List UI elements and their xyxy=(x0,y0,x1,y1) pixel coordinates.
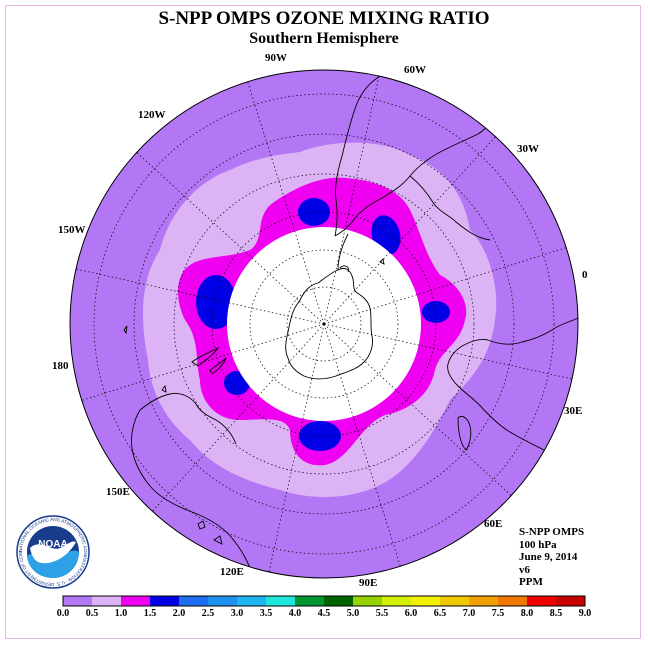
lon-label-30w: 30W xyxy=(517,143,539,155)
lon-label-60e: 60E xyxy=(484,518,503,530)
lon-label-90e: 90E xyxy=(359,577,378,589)
island xyxy=(123,325,128,335)
ozone-blob xyxy=(196,275,236,329)
colorbar-tick-label: 1.0 xyxy=(114,608,128,619)
map-boundary xyxy=(69,69,579,579)
page-subtitle: Southern Hemisphere xyxy=(249,30,399,47)
colorbar-tick-label: 1.5 xyxy=(143,608,157,619)
colorbar-tick-label: 6.5 xyxy=(433,608,447,619)
colorbar-tick-label: 4.0 xyxy=(288,608,302,619)
africa-coastline xyxy=(447,317,578,451)
info-date: June 9, 2014 xyxy=(519,551,578,563)
colorbar-tick-label: 6.0 xyxy=(404,608,418,619)
info-product: S-NPP OMPS xyxy=(519,526,585,538)
colorbar-tick-label: 5.0 xyxy=(346,608,360,619)
lon-label-150w: 150W xyxy=(58,224,86,236)
info-block: S-NPP OMPS 100 hPa June 9, 2014 v6 PPM xyxy=(519,526,584,589)
latitude-circle xyxy=(173,173,475,475)
colorbar-tick-label: 2.0 xyxy=(172,608,186,619)
latitude-circle xyxy=(133,133,515,515)
graticule xyxy=(75,75,573,573)
info-version: v6 xyxy=(519,563,530,576)
ozone-blob xyxy=(299,421,341,451)
south-pole-marker xyxy=(322,322,326,326)
colorbar-tick-label: 8.0 xyxy=(520,608,534,619)
south-america-coastline xyxy=(334,73,499,241)
page-frame xyxy=(5,5,641,639)
latitude-circle xyxy=(93,93,555,555)
colorbar-tick-label: 3.5 xyxy=(259,608,273,619)
madagascar-coastline xyxy=(457,415,472,451)
island xyxy=(197,520,206,530)
colorbar-tick-label: 0.0 xyxy=(56,608,70,619)
colorbar-tick-label: 5.5 xyxy=(375,608,389,619)
lon-label-120e: 120E xyxy=(220,566,244,578)
colorbar-tick-label: 0.5 xyxy=(85,608,99,619)
info-units: PPM xyxy=(519,576,543,588)
island xyxy=(213,535,223,545)
lon-label-90w: 90W xyxy=(265,52,287,64)
colorbar-tick-label: 7.0 xyxy=(462,608,476,619)
lon-label-60w: 60W xyxy=(404,64,426,76)
colorbar-tick-label: 8.5 xyxy=(549,608,563,619)
ozone-blob xyxy=(298,198,330,226)
page-title: S-NPP OMPS OZONE MIXING RATIO xyxy=(158,8,490,29)
antarctic-peninsula xyxy=(337,233,349,271)
ozone-blob xyxy=(422,301,450,323)
colorbar-tick-label: 7.5 xyxy=(491,608,505,619)
colorbar-tick-label: 3.0 xyxy=(230,608,244,619)
info-level: 100 hPa xyxy=(519,538,557,551)
lon-label-120w: 120W xyxy=(138,109,166,121)
latitude-circle xyxy=(249,249,399,399)
colorbar-tick-label: 2.5 xyxy=(201,608,215,619)
lon-label-30e: 30E xyxy=(564,405,583,417)
colorbar-tick-label: 9.0 xyxy=(578,608,592,619)
colorbar-tick-label: 4.5 xyxy=(317,608,331,619)
island xyxy=(379,258,385,265)
map-field xyxy=(70,70,578,578)
australia-coastline xyxy=(131,393,253,575)
lon-label-0: 0 xyxy=(582,269,588,281)
latitude-circle xyxy=(211,211,437,437)
lon-label-150e: 150E xyxy=(106,486,130,498)
island xyxy=(161,384,167,393)
lon-label-180: 180 xyxy=(52,360,69,372)
latitude-circle xyxy=(286,286,362,362)
new-zealand-coastline xyxy=(191,346,227,375)
